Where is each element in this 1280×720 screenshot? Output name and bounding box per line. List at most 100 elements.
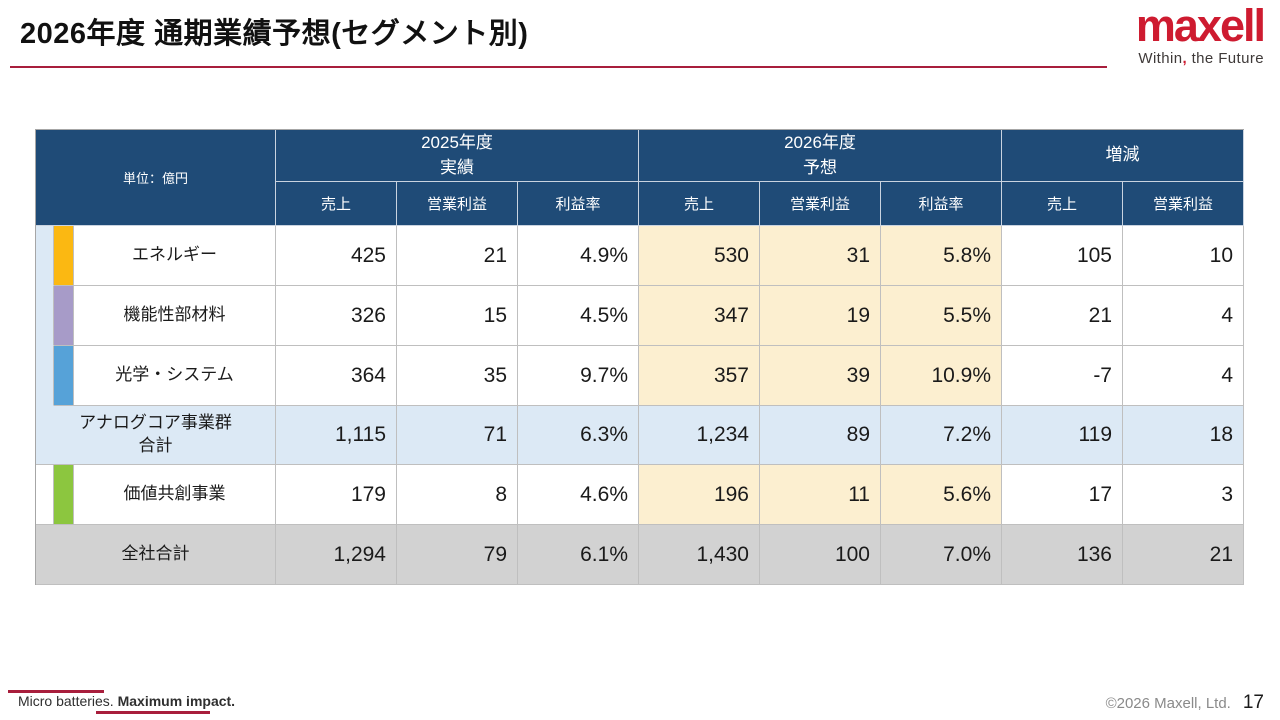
cell-fy2026-sales: 196 xyxy=(639,465,760,525)
fy2025-line2: 実績 xyxy=(440,157,474,177)
cell-fy2026-op: 100 xyxy=(760,525,881,585)
copyright-text: ©2026 Maxell, Ltd. xyxy=(1105,695,1231,712)
company-total-label: 全社合計 xyxy=(36,525,276,585)
cell-fy2026-sales: 357 xyxy=(639,346,760,406)
cell-fy2026-sales: 530 xyxy=(639,226,760,286)
cell-fy2026-margin: 10.9% xyxy=(881,346,1002,406)
analog-label-line2: 合計 xyxy=(138,436,173,455)
page-title: 2026年度 通期業績予想(セグメント別) xyxy=(20,18,529,50)
column-group-change: 増減 xyxy=(1002,130,1244,182)
cell-fy2026-margin: 7.2% xyxy=(881,406,1002,465)
table-row-company-total: 全社合計 1,294 79 6.1% 1,430 100 7.0% 136 21 xyxy=(36,525,1244,585)
cell-fy2025-sales: 1,294 xyxy=(276,525,397,585)
header-fy2026-op: 営業利益 xyxy=(760,182,881,226)
segment-label: 機能性部材料 xyxy=(74,286,276,346)
cell-fy2026-op: 19 xyxy=(760,286,881,346)
cell-change-op: 18 xyxy=(1123,406,1244,465)
analog-group-strip xyxy=(36,286,54,346)
analog-group-strip xyxy=(36,346,54,406)
fy2026-line1: 2026年度 xyxy=(784,132,856,152)
header-fy2025-margin: 利益率 xyxy=(518,182,639,226)
column-group-fy2025: 2025年度 実績 xyxy=(276,130,639,182)
segment-label: 光学・システム xyxy=(74,346,276,406)
cell-fy2025-sales: 326 xyxy=(276,286,397,346)
tagline-rest: the Future xyxy=(1187,50,1264,68)
cell-change-op: 10 xyxy=(1123,226,1244,286)
fy2026-line2: 予想 xyxy=(803,157,837,177)
analog-label-line1: アナログコア事業群 xyxy=(79,413,232,433)
table-row-optics-systems: 光学・システム 364 35 9.7% 357 39 10.9% -7 4 xyxy=(36,346,1244,406)
segment-results-table: 単位：億円 2025年度 実績 2026年度 予想 増減 売上 営業利益 利益率… xyxy=(35,129,1244,585)
cell-fy2025-margin: 4.9% xyxy=(518,226,639,286)
column-group-fy2026: 2026年度 予想 xyxy=(639,130,1002,182)
cell-fy2025-margin: 6.3% xyxy=(518,406,639,465)
cell-fy2026-margin: 5.8% xyxy=(881,226,1002,286)
cell-fy2025-op: 15 xyxy=(397,286,518,346)
cell-fy2025-sales: 1,115 xyxy=(276,406,397,465)
cell-fy2026-margin: 7.0% xyxy=(881,525,1002,585)
unit-label-cell: 単位：億円 xyxy=(36,130,276,226)
cell-fy2026-op: 89 xyxy=(760,406,881,465)
cell-fy2025-margin: 6.1% xyxy=(518,525,639,585)
header-fy2026-margin: 利益率 xyxy=(881,182,1002,226)
cell-change-sales: 17 xyxy=(1002,465,1123,525)
segment-marker-value xyxy=(54,465,74,525)
cell-fy2025-op: 8 xyxy=(397,465,518,525)
cell-fy2025-sales: 364 xyxy=(276,346,397,406)
cell-fy2025-sales: 425 xyxy=(276,226,397,286)
cell-change-sales: 119 xyxy=(1002,406,1123,465)
table-row-analog-core-total: アナログコア事業群 合計 1,115 71 6.3% 1,234 89 7.2%… xyxy=(36,406,1244,465)
table-sub-header-row: 売上 営業利益 利益率 売上 営業利益 利益率 売上 営業利益 xyxy=(36,182,1244,226)
segment-label: エネルギー xyxy=(74,226,276,286)
red-comma-icon: , xyxy=(1182,50,1188,68)
cell-fy2026-op: 31 xyxy=(760,226,881,286)
cell-fy2025-margin: 4.6% xyxy=(518,465,639,525)
cell-fy2025-op: 21 xyxy=(397,226,518,286)
analog-core-total-label: アナログコア事業群 合計 xyxy=(36,406,276,465)
header-change-op: 営業利益 xyxy=(1123,182,1244,226)
cell-fy2026-op: 11 xyxy=(760,465,881,525)
cell-change-sales: 105 xyxy=(1002,226,1123,286)
footer-tagline: Micro batteries. Maximum impact. xyxy=(18,693,235,709)
segment-marker-optics xyxy=(54,346,74,406)
fy2025-line1: 2025年度 xyxy=(421,132,493,152)
table-group-header-row: 単位：億円 2025年度 実績 2026年度 予想 増減 xyxy=(36,130,1244,226)
maxell-logo: maxell Within, the Future xyxy=(1136,2,1266,68)
cell-fy2026-sales: 1,234 xyxy=(639,406,760,465)
left-strip-blank xyxy=(36,465,54,525)
page-number: 17 xyxy=(1242,692,1264,713)
analog-group-strip xyxy=(36,226,54,286)
cell-fy2026-sales: 347 xyxy=(639,286,760,346)
segment-marker-functional xyxy=(54,286,74,346)
header-fy2026-sales: 売上 xyxy=(639,182,760,226)
table-row-value-co-creation: 価値共創事業 179 8 4.6% 196 11 5.6% 17 3 xyxy=(36,465,1244,525)
segment-label: 価値共創事業 xyxy=(74,465,276,525)
segment-marker-energy xyxy=(54,226,74,286)
cell-change-op: 21 xyxy=(1123,525,1244,585)
header-fy2025-sales: 売上 xyxy=(276,182,397,226)
cell-fy2025-op: 79 xyxy=(397,525,518,585)
table-row-energy: エネルギー 425 21 4.9% 530 31 5.8% 105 10 xyxy=(36,226,1244,286)
cell-change-sales: 21 xyxy=(1002,286,1123,346)
cell-fy2026-margin: 5.5% xyxy=(881,286,1002,346)
cell-fy2025-op: 71 xyxy=(397,406,518,465)
tagline-within: Within xyxy=(1138,50,1183,68)
cell-change-sales-negative: -7 xyxy=(1002,346,1123,406)
cell-fy2026-margin: 5.6% xyxy=(881,465,1002,525)
cell-change-op: 4 xyxy=(1123,346,1244,406)
cell-fy2025-margin: 9.7% xyxy=(518,346,639,406)
footer-accent-line-top xyxy=(8,690,104,693)
cell-fy2026-op: 39 xyxy=(760,346,881,406)
cell-change-op: 4 xyxy=(1123,286,1244,346)
change-line1: 増減 xyxy=(1105,145,1140,165)
table-row-functional-materials: 機能性部材料 326 15 4.5% 347 19 5.5% 21 4 xyxy=(36,286,1244,346)
cell-fy2025-margin: 4.5% xyxy=(518,286,639,346)
cell-change-sales: 136 xyxy=(1002,525,1123,585)
header-fy2025-op: 営業利益 xyxy=(397,182,518,226)
footer-copyright-area: ©2026 Maxell, Ltd. 17 xyxy=(1106,692,1264,714)
footer-accent-line-bottom xyxy=(96,711,210,714)
cell-fy2026-sales: 1,430 xyxy=(639,525,760,585)
footer-tagline-right: Maximum impact. xyxy=(117,693,236,709)
title-underline xyxy=(10,66,1107,68)
maxell-logo-tagline: Within, the Future xyxy=(1136,50,1264,67)
